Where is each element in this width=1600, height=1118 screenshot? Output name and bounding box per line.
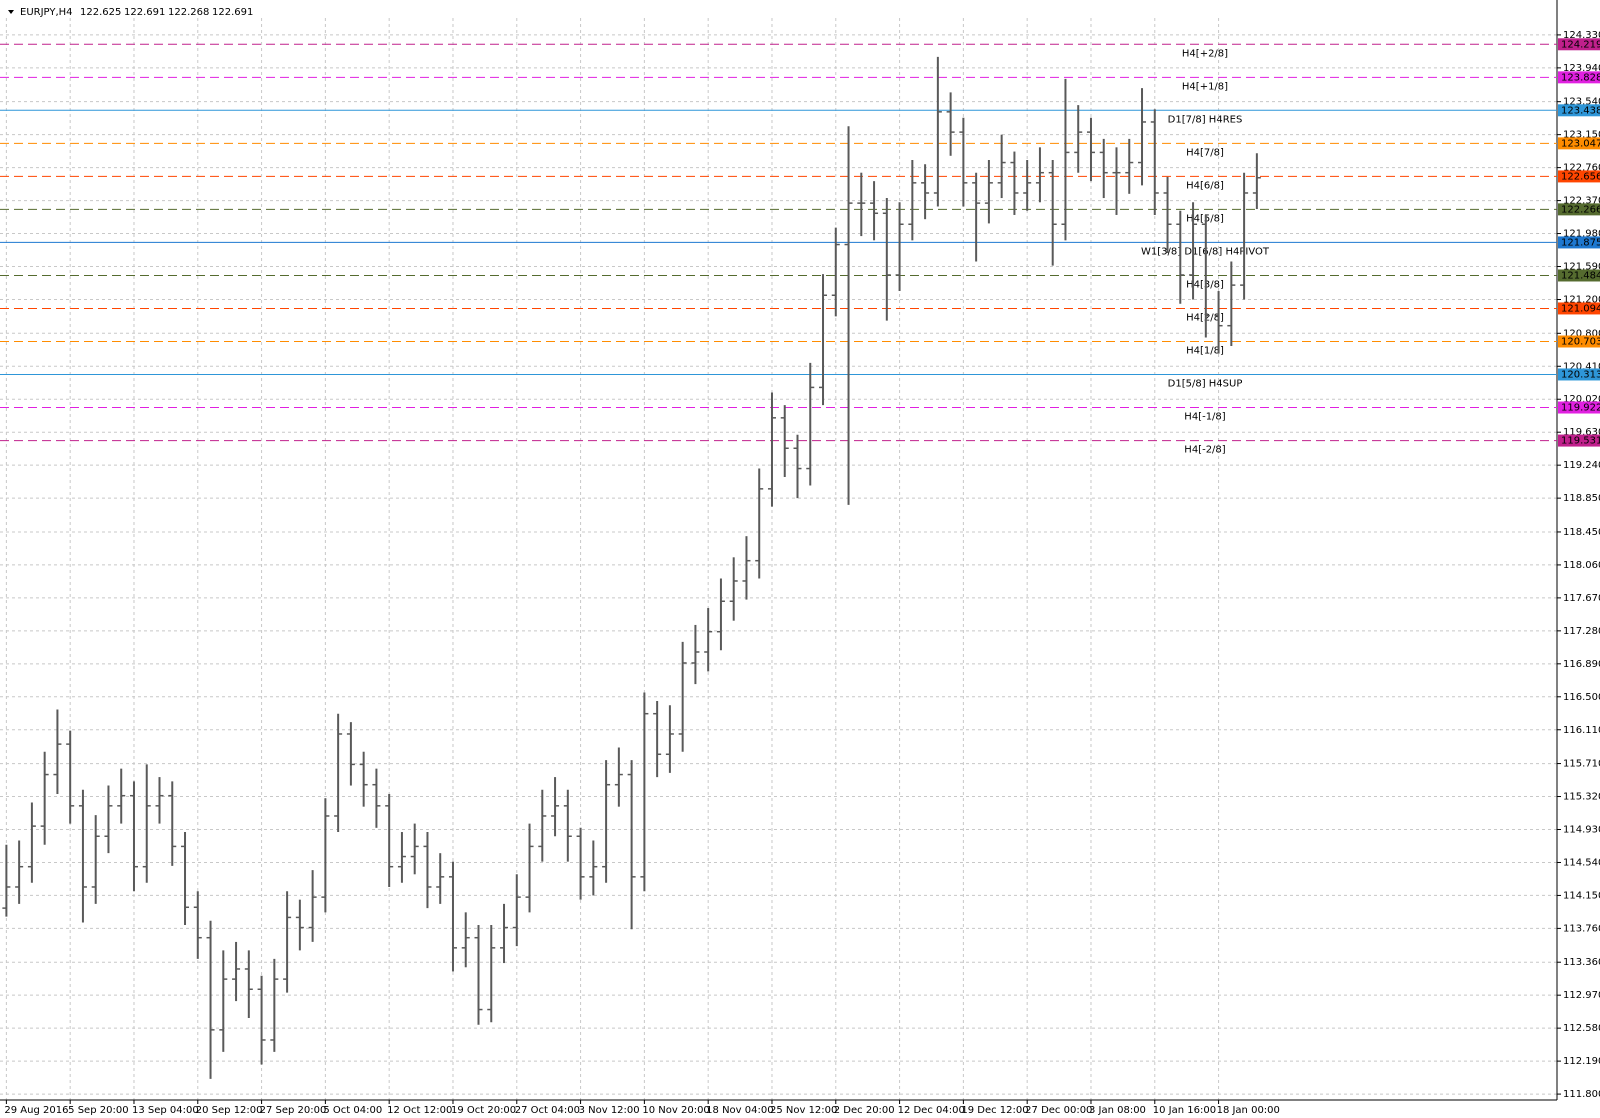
level-price: 124.219 bbox=[1561, 39, 1600, 50]
level-price: 119.531 bbox=[1561, 436, 1600, 447]
header-value: 122.625 bbox=[80, 7, 121, 18]
level-price: 121.875 bbox=[1561, 237, 1600, 248]
x-tick-label: 12 Oct 12:00 bbox=[387, 1105, 452, 1116]
x-tick-label: 19 Oct 20:00 bbox=[451, 1105, 516, 1116]
x-tick-label: 13 Sep 04:00 bbox=[132, 1105, 199, 1116]
level-label: H4[-2/8] bbox=[1184, 445, 1225, 456]
y-tick-label: 121.200 bbox=[1563, 294, 1600, 305]
y-tick-label: 119.240 bbox=[1563, 460, 1600, 471]
y-tick-label: 113.360 bbox=[1563, 957, 1600, 968]
level-tag bbox=[1558, 38, 1600, 51]
y-tick-label: 120.020 bbox=[1563, 394, 1600, 405]
y-tick-label: 116.110 bbox=[1563, 725, 1600, 736]
x-tick-label: 29 Aug 2016 bbox=[4, 1105, 68, 1116]
symbol: EURJPY,H4 bbox=[20, 7, 73, 18]
y-tick-label: 118.450 bbox=[1563, 527, 1600, 538]
level-price: 122.656 bbox=[1561, 171, 1600, 182]
level-price: 123.438 bbox=[1561, 105, 1600, 116]
x-tick-label: 18 Jan 00:00 bbox=[1217, 1105, 1280, 1116]
x-tick-label: 5 Oct 04:00 bbox=[323, 1105, 382, 1116]
y-tick-label: 122.760 bbox=[1563, 163, 1600, 174]
y-tick-label: 121.590 bbox=[1563, 262, 1600, 273]
y-tick-label: 124.330 bbox=[1563, 30, 1600, 41]
x-tick-label: 3 Jan 08:00 bbox=[1089, 1105, 1146, 1116]
x-tick-label: 18 Nov 04:00 bbox=[706, 1105, 773, 1116]
y-tick-label: 114.930 bbox=[1563, 825, 1600, 836]
level-tag bbox=[1558, 302, 1600, 315]
level-tag bbox=[1558, 137, 1600, 150]
level-tag bbox=[1558, 170, 1600, 183]
level-price: 119.922 bbox=[1561, 403, 1600, 414]
level-tag bbox=[1558, 434, 1600, 447]
level-label: H4[7/8] bbox=[1186, 147, 1224, 158]
level-tag bbox=[1558, 269, 1600, 282]
x-tick-label: 27 Sep 20:00 bbox=[260, 1105, 327, 1116]
level-label: H4[-1/8] bbox=[1184, 412, 1225, 423]
x-tick-label: 10 Nov 20:00 bbox=[642, 1105, 709, 1116]
y-tick-label: 118.850 bbox=[1563, 493, 1600, 504]
level-label: H4[1/8] bbox=[1186, 346, 1224, 357]
y-tick-label: 114.150 bbox=[1563, 890, 1600, 901]
level-label: H4[+2/8] bbox=[1182, 48, 1228, 59]
menu-arrow[interactable] bbox=[8, 10, 14, 14]
y-tick-label: 111.800 bbox=[1563, 1089, 1600, 1100]
level-tag bbox=[1558, 368, 1600, 381]
y-tick-label: 112.970 bbox=[1563, 990, 1600, 1001]
x-tick-label: 3 Nov 12:00 bbox=[579, 1105, 640, 1116]
y-tick-label: 113.760 bbox=[1563, 923, 1600, 934]
level-tag bbox=[1558, 203, 1600, 216]
y-tick-label: 120.800 bbox=[1563, 328, 1600, 339]
level-tag bbox=[1558, 335, 1600, 348]
x-tick-label: 2 Dec 20:00 bbox=[834, 1105, 895, 1116]
y-tick-label: 115.320 bbox=[1563, 792, 1600, 803]
level-price: 121.094 bbox=[1561, 303, 1600, 314]
y-tick-label: 114.540 bbox=[1563, 857, 1600, 868]
y-tick-label: 116.500 bbox=[1563, 692, 1600, 703]
level-tag bbox=[1558, 104, 1600, 117]
y-tick-label: 123.940 bbox=[1563, 63, 1600, 74]
x-tick-label: 27 Dec 00:00 bbox=[1025, 1105, 1092, 1116]
header-value: 122.691 bbox=[124, 7, 165, 18]
y-tick-label: 120.410 bbox=[1563, 361, 1600, 372]
level-label: H4[6/8] bbox=[1186, 180, 1224, 191]
y-tick-label: 119.630 bbox=[1563, 427, 1600, 438]
y-tick-label: 121.980 bbox=[1563, 229, 1600, 240]
y-tick-label: 112.190 bbox=[1563, 1056, 1600, 1067]
level-label: H4[+1/8] bbox=[1182, 81, 1228, 92]
level-label: D1[5/8] H4SUP bbox=[1168, 378, 1243, 389]
y-tick-label: 123.150 bbox=[1563, 130, 1600, 141]
y-tick-label: 116.890 bbox=[1563, 659, 1600, 670]
x-tick-label: 25 Nov 12:00 bbox=[770, 1105, 837, 1116]
header-value: 122.691 bbox=[212, 7, 253, 18]
y-tick-label: 122.370 bbox=[1563, 196, 1600, 207]
level-price: 123.828 bbox=[1561, 72, 1600, 83]
level-price: 120.313 bbox=[1561, 369, 1600, 380]
x-tick-label: 10 Jan 16:00 bbox=[1153, 1105, 1216, 1116]
x-tick-label: 12 Dec 04:00 bbox=[898, 1105, 965, 1116]
y-tick-label: 118.060 bbox=[1563, 560, 1600, 571]
level-tag bbox=[1558, 71, 1600, 84]
y-tick-label: 115.710 bbox=[1563, 759, 1600, 770]
y-tick-label: 117.670 bbox=[1563, 593, 1600, 604]
level-price: 123.047 bbox=[1561, 138, 1600, 149]
level-price: 121.484 bbox=[1561, 270, 1600, 281]
y-tick-label: 112.580 bbox=[1563, 1023, 1600, 1034]
level-price: 120.703 bbox=[1561, 337, 1600, 348]
level-label: D1[7/8] H4RES bbox=[1168, 114, 1243, 125]
x-tick-label: 27 Oct 04:00 bbox=[515, 1105, 580, 1116]
y-tick-label: 117.280 bbox=[1563, 626, 1600, 637]
header-value: 122.268 bbox=[168, 7, 209, 18]
level-price: 122.266 bbox=[1561, 204, 1600, 215]
y-tick-label: 123.540 bbox=[1563, 97, 1600, 108]
level-tag bbox=[1558, 236, 1600, 249]
x-tick-label: 19 Dec 12:00 bbox=[961, 1105, 1028, 1116]
x-tick-label: 20 Sep 12:00 bbox=[196, 1105, 263, 1116]
x-tick-label: 5 Sep 20:00 bbox=[68, 1105, 128, 1116]
level-tag bbox=[1558, 401, 1600, 414]
